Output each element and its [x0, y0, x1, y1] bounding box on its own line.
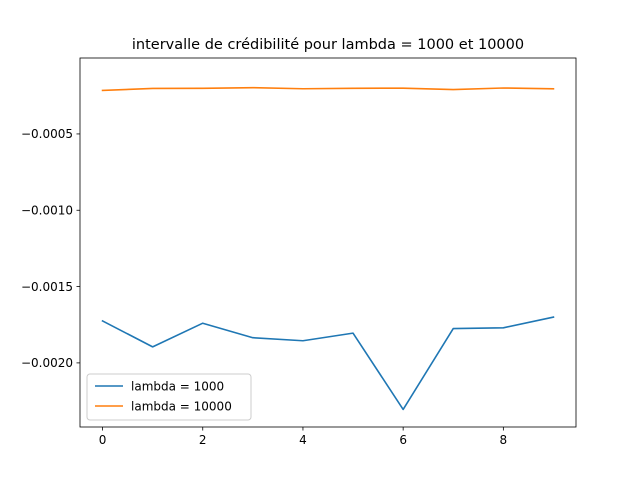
x-tick-label: 8	[500, 433, 508, 447]
legend-label-1: lambda = 10000	[131, 399, 232, 413]
series-line-1	[101, 86, 555, 92]
x-tick-label: 4	[299, 433, 307, 447]
y-tick-label: −0.0005	[21, 127, 73, 141]
y-tick-label: −0.0010	[21, 204, 73, 218]
x-tick-label: 2	[199, 433, 207, 447]
plot-area	[80, 58, 576, 427]
x-tick-label: 0	[99, 433, 107, 447]
series-layer	[101, 86, 555, 411]
y-tick-label: −0.0015	[21, 280, 73, 294]
legend-label-0: lambda = 1000	[131, 379, 224, 393]
legend-box	[86, 373, 252, 421]
legend: lambda = 1000 lambda = 10000	[86, 373, 252, 421]
axes: 0 2 4 6 8 −0.0005 −0.0010 −0.0015 −0.0020	[21, 57, 577, 447]
chart-title: intervalle de crédibilité pour lambda = …	[132, 37, 524, 53]
y-tick-label: −0.0020	[21, 356, 73, 370]
series-line-0	[101, 316, 555, 411]
x-tick-label: 6	[399, 433, 407, 447]
axes-frame	[79, 57, 577, 428]
